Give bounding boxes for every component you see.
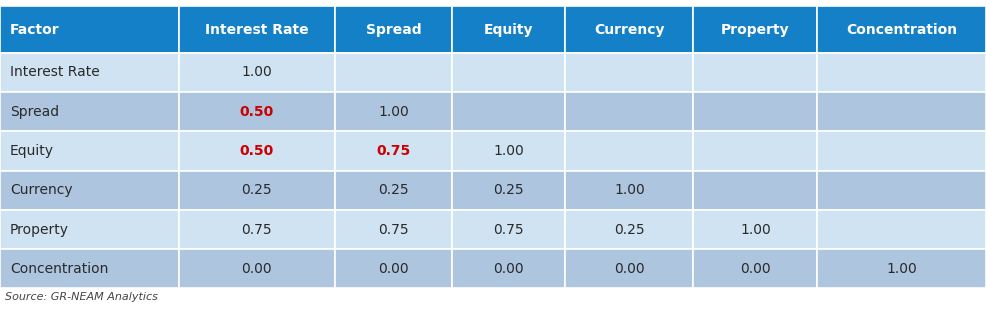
- Bar: [0, 131, 178, 171]
- Text: 0.00: 0.00: [494, 262, 525, 276]
- Text: Property: Property: [721, 23, 790, 36]
- Bar: [178, 6, 335, 53]
- Text: Property: Property: [10, 223, 69, 236]
- Text: Equity: Equity: [10, 144, 54, 158]
- Bar: [693, 131, 817, 171]
- Bar: [335, 171, 453, 210]
- Bar: [453, 249, 565, 288]
- Bar: [565, 6, 693, 53]
- Text: 0.75: 0.75: [377, 144, 411, 158]
- Text: Interest Rate: Interest Rate: [205, 23, 309, 36]
- Bar: [0, 92, 178, 131]
- Bar: [453, 92, 565, 131]
- Bar: [565, 171, 693, 210]
- Text: 0.25: 0.25: [379, 183, 409, 197]
- Text: 0.75: 0.75: [494, 223, 525, 236]
- Bar: [178, 131, 335, 171]
- Text: 0.75: 0.75: [379, 223, 409, 236]
- Text: 0.75: 0.75: [242, 223, 272, 236]
- Text: Interest Rate: Interest Rate: [10, 65, 100, 79]
- Text: 1.00: 1.00: [242, 65, 272, 79]
- Bar: [693, 171, 817, 210]
- Text: 1.00: 1.00: [494, 144, 525, 158]
- Text: Source: GR-NEAM Analytics: Source: GR-NEAM Analytics: [5, 292, 158, 302]
- Text: 0.00: 0.00: [242, 262, 272, 276]
- Text: 1.00: 1.00: [740, 223, 771, 236]
- Bar: [453, 53, 565, 92]
- Bar: [335, 131, 453, 171]
- Text: 0.25: 0.25: [614, 223, 645, 236]
- Bar: [335, 92, 453, 131]
- Bar: [693, 53, 817, 92]
- Text: Spread: Spread: [366, 23, 422, 36]
- Bar: [693, 6, 817, 53]
- Bar: [453, 131, 565, 171]
- Bar: [0, 171, 178, 210]
- Bar: [565, 53, 693, 92]
- Bar: [565, 210, 693, 249]
- Bar: [453, 171, 565, 210]
- Bar: [335, 6, 453, 53]
- Bar: [453, 210, 565, 249]
- Text: Currency: Currency: [10, 183, 73, 197]
- Bar: [0, 249, 178, 288]
- Bar: [0, 53, 178, 92]
- Text: 1.00: 1.00: [379, 105, 409, 119]
- Text: Spread: Spread: [10, 105, 59, 119]
- Bar: [693, 210, 817, 249]
- Bar: [817, 171, 986, 210]
- Bar: [0, 6, 178, 53]
- Text: 0.00: 0.00: [740, 262, 771, 276]
- Bar: [178, 53, 335, 92]
- Bar: [178, 249, 335, 288]
- Bar: [817, 92, 986, 131]
- Bar: [817, 53, 986, 92]
- Bar: [565, 131, 693, 171]
- Text: Concentration: Concentration: [846, 23, 957, 36]
- Text: 0.50: 0.50: [240, 144, 274, 158]
- Bar: [693, 249, 817, 288]
- Text: 1.00: 1.00: [614, 183, 645, 197]
- Text: Equity: Equity: [484, 23, 533, 36]
- Bar: [178, 210, 335, 249]
- Bar: [335, 210, 453, 249]
- Text: 0.00: 0.00: [614, 262, 645, 276]
- Bar: [565, 249, 693, 288]
- Bar: [817, 249, 986, 288]
- Text: 0.25: 0.25: [242, 183, 272, 197]
- Text: Currency: Currency: [595, 23, 665, 36]
- Bar: [693, 92, 817, 131]
- Bar: [817, 131, 986, 171]
- Text: Factor: Factor: [10, 23, 59, 36]
- Bar: [0, 210, 178, 249]
- Text: Concentration: Concentration: [10, 262, 108, 276]
- Bar: [817, 210, 986, 249]
- Text: 0.00: 0.00: [379, 262, 409, 276]
- Bar: [817, 6, 986, 53]
- Text: 0.50: 0.50: [240, 105, 274, 119]
- Bar: [178, 92, 335, 131]
- Bar: [565, 92, 693, 131]
- Bar: [335, 53, 453, 92]
- Bar: [453, 6, 565, 53]
- Bar: [335, 249, 453, 288]
- Text: 0.25: 0.25: [494, 183, 525, 197]
- Bar: [178, 171, 335, 210]
- Text: 1.00: 1.00: [886, 262, 917, 276]
